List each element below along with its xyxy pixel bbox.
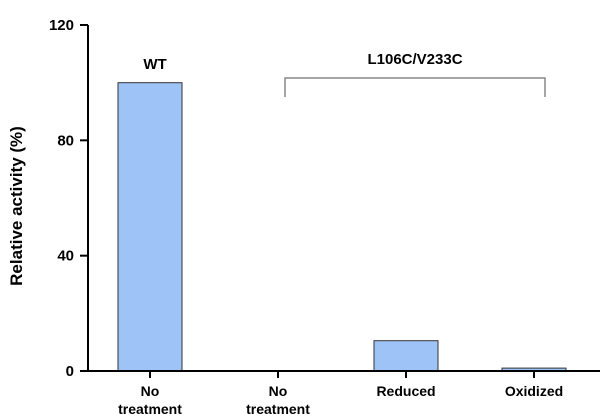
x-tick-label-line: Oxidized	[505, 383, 563, 399]
x-tick-label-line: treatment	[246, 401, 310, 417]
bars-group	[117, 82, 567, 372]
group-annotation: L106C/V233C	[367, 51, 462, 68]
y-tick-label-1: 40	[57, 248, 74, 265]
x-ticks-group: No treatment No treatment Reduced Oxidized	[118, 371, 563, 417]
x-tick-label-line: Reduced	[376, 383, 435, 399]
wt-annotation: WT	[143, 56, 166, 73]
x-tick-label-line: No	[141, 383, 160, 399]
x-tick-label-2: Reduced	[376, 383, 435, 399]
y-axis-label: Relative activity (%)	[7, 126, 26, 286]
bar-2	[373, 340, 439, 372]
group-bracket	[284, 77, 546, 97]
y-tick-label-3: 120	[49, 17, 74, 34]
x-tick-label-line: No	[269, 383, 288, 399]
bar-0	[117, 82, 183, 372]
y-tick-label-0: 0	[66, 363, 74, 380]
x-tick-label-line: treatment	[118, 401, 182, 417]
x-tick-label-3: Oxidized	[505, 383, 563, 399]
x-tick-label-1: No treatment	[246, 383, 310, 417]
y-tick-label-2: 80	[57, 132, 74, 149]
x-tick-label-0: No treatment	[118, 383, 182, 417]
y-ticks-group: 0 40 80 120	[49, 17, 88, 380]
